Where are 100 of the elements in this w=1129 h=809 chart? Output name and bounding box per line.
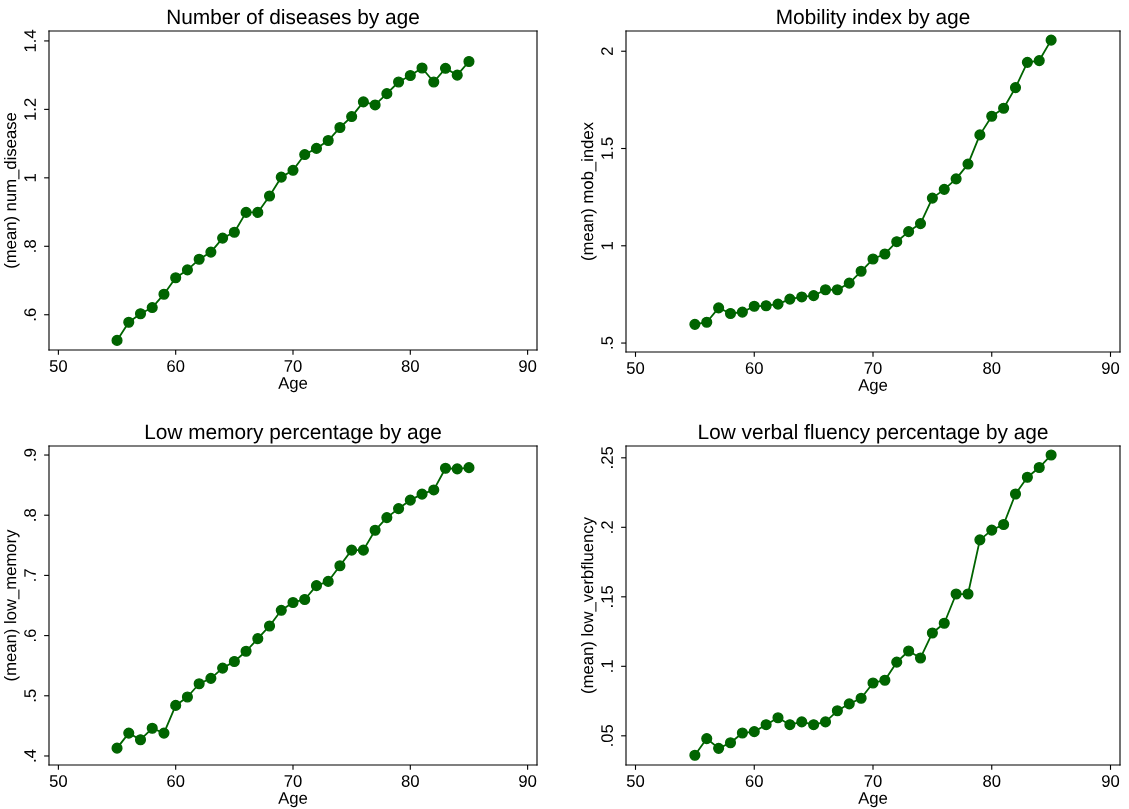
point — [962, 588, 974, 600]
point — [867, 677, 879, 689]
point — [998, 518, 1010, 531]
x-tick-label: 80 — [401, 360, 419, 372]
point — [299, 149, 311, 161]
y-tick-label: .6 — [24, 629, 36, 642]
point — [998, 102, 1010, 114]
point — [369, 524, 381, 536]
point — [381, 512, 393, 524]
point — [1033, 55, 1045, 67]
y-tick-label: .8 — [24, 508, 36, 521]
y-tick-label: .7 — [24, 569, 36, 581]
point — [134, 308, 147, 320]
y-tick-label: 1.4 — [24, 29, 36, 52]
y-tick-label: 1 — [601, 241, 613, 250]
point — [287, 164, 299, 176]
point — [263, 190, 276, 202]
point — [1045, 34, 1057, 46]
point — [428, 484, 440, 496]
x-tick-label: 90 — [1102, 775, 1120, 787]
x-tick-label: 80 — [401, 775, 419, 787]
point — [891, 236, 903, 248]
x-tick-label: 50 — [49, 775, 67, 787]
point — [903, 645, 915, 657]
point — [891, 656, 903, 668]
point — [334, 121, 346, 134]
y-tick-label: 1.2 — [24, 98, 36, 120]
point — [974, 129, 986, 141]
x-axis-title: Age — [278, 377, 308, 393]
point — [322, 575, 334, 587]
point — [819, 284, 832, 296]
x-tick-label: 50 — [626, 775, 645, 787]
y-tick-label: .2 — [601, 521, 613, 533]
point — [879, 248, 891, 260]
point — [808, 719, 820, 731]
point — [808, 290, 820, 302]
point — [463, 55, 475, 68]
point — [796, 716, 808, 728]
point — [463, 462, 475, 474]
y-tick-label: .15 — [601, 585, 613, 607]
point — [275, 604, 287, 616]
point — [393, 503, 405, 515]
point — [701, 733, 713, 745]
point — [170, 699, 182, 711]
point — [111, 334, 123, 346]
point — [228, 655, 240, 668]
x-tick-label: 50 — [626, 362, 645, 374]
point — [205, 246, 217, 258]
point — [938, 183, 950, 195]
point — [950, 173, 962, 185]
point — [1045, 449, 1057, 461]
point — [416, 488, 428, 500]
point — [334, 560, 346, 572]
point — [158, 727, 170, 739]
y-tick-label: .4 — [24, 749, 36, 762]
point — [843, 698, 855, 710]
x-tick-label: 70 — [864, 775, 882, 787]
point — [1009, 82, 1022, 94]
point — [1009, 488, 1022, 500]
point — [310, 142, 323, 154]
y-tick-label: .6 — [24, 308, 36, 321]
point — [252, 633, 264, 645]
point — [193, 253, 205, 265]
y-axis-title: (mean) num_disease — [4, 112, 20, 268]
point — [784, 719, 796, 731]
point — [322, 134, 334, 147]
x-tick-label: 90 — [1102, 362, 1120, 374]
point — [228, 226, 240, 238]
y-tick-label: .5 — [24, 689, 36, 702]
point — [689, 749, 701, 761]
chart-title: Number of diseases by age — [167, 8, 419, 29]
point — [713, 742, 725, 754]
point — [346, 111, 358, 123]
x-tick-label: 70 — [284, 775, 302, 787]
point — [193, 678, 205, 690]
chart-title: Mobility index by age — [777, 8, 970, 29]
point — [1033, 461, 1045, 474]
point — [831, 705, 843, 717]
x-tick-label: 60 — [745, 775, 763, 787]
point — [819, 716, 832, 728]
point — [1021, 471, 1033, 483]
point — [724, 737, 737, 749]
point — [181, 691, 193, 703]
point — [1021, 56, 1033, 68]
point — [240, 206, 252, 218]
point — [724, 307, 737, 320]
point — [205, 672, 217, 684]
x-tick-label: 70 — [284, 360, 302, 372]
y-axis-title: (mean) low_memory — [4, 529, 20, 681]
point — [784, 293, 796, 305]
point — [926, 192, 938, 204]
point — [736, 306, 748, 318]
x-tick-label: 60 — [167, 775, 185, 787]
point — [962, 158, 974, 170]
point — [240, 645, 252, 657]
x-axis-title: Age — [858, 379, 888, 395]
y-axis-title: (mean) mob_index — [581, 122, 597, 260]
point — [357, 544, 369, 556]
point — [123, 316, 135, 328]
point — [252, 206, 264, 218]
